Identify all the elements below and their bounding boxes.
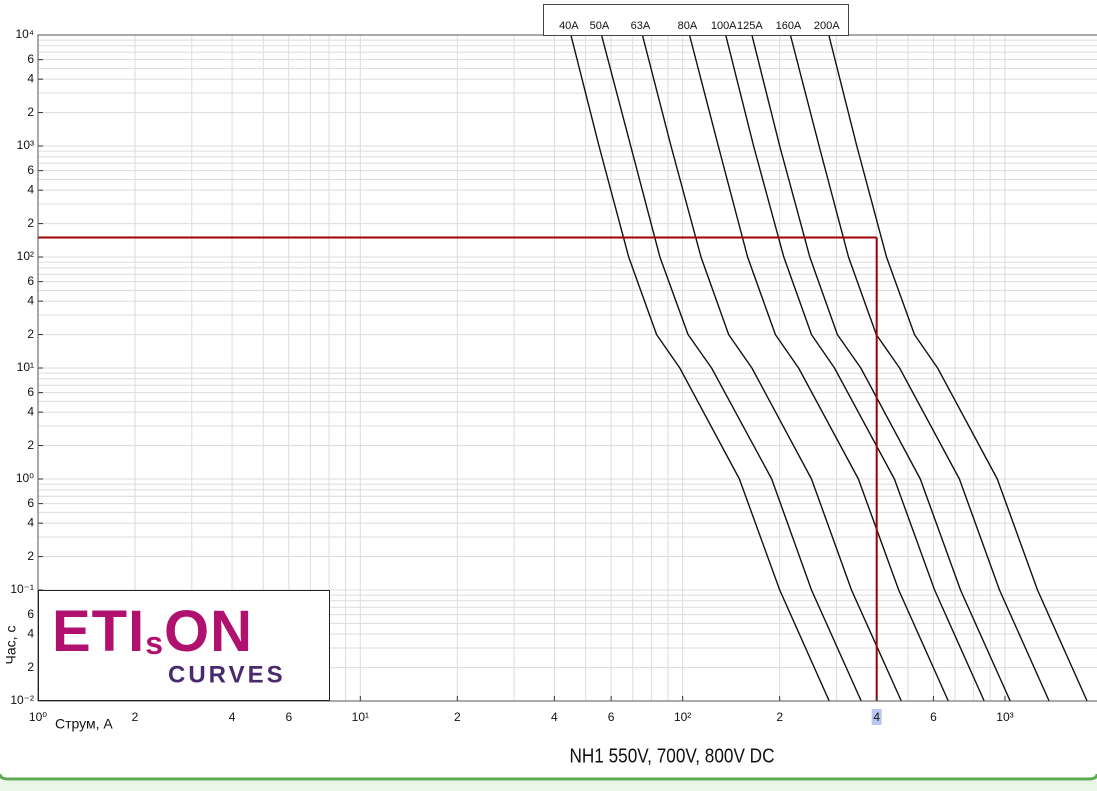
x-tick-label: 4 xyxy=(873,710,880,724)
x-tick-label: 6 xyxy=(930,710,937,724)
y-tick-label: 4 xyxy=(27,182,34,196)
x-tick-label: 10² xyxy=(674,710,691,724)
x-tick-label: 2 xyxy=(776,710,783,724)
y-tick-label: 4 xyxy=(27,404,34,418)
legend-label: 100A xyxy=(711,20,737,32)
fuse-curve xyxy=(828,34,1088,702)
y-tick-label: 2 xyxy=(27,105,34,119)
legend-label: 125A xyxy=(737,20,763,32)
y-tick-label: 10⁴ xyxy=(15,27,34,41)
footer-line xyxy=(0,773,1097,781)
y-tick-label: 6 xyxy=(27,496,34,510)
logo-subtitle: CURVES xyxy=(168,661,286,688)
y-tick-label: 4 xyxy=(27,293,34,307)
y-tick-label: 10³ xyxy=(17,138,34,152)
fuse-curve xyxy=(570,34,830,702)
fuse-curve xyxy=(688,34,949,702)
x-tick-label: 2 xyxy=(454,710,461,724)
logo-part: ON xyxy=(164,599,253,664)
legend-label: 40A xyxy=(559,20,579,32)
y-tick-label: 4 xyxy=(27,515,34,529)
legend-label: 160A xyxy=(776,20,802,32)
x-tick-label: 10³ xyxy=(996,710,1013,724)
logo-brand: ETIsON xyxy=(52,599,253,664)
y-tick-label: 4 xyxy=(27,71,34,85)
y-tick-label: 2 xyxy=(27,327,34,341)
y-tick-label: 4 xyxy=(27,626,34,640)
y-tick-label: 6 xyxy=(27,274,34,288)
logo-part: s xyxy=(145,625,164,661)
y-tick-label: 2 xyxy=(27,438,34,452)
legend-label: 80A xyxy=(678,20,698,32)
legend-box xyxy=(543,4,849,36)
fuse-curve xyxy=(600,34,862,702)
y-tick-label: 2 xyxy=(27,660,34,674)
fuse-curve xyxy=(751,34,1011,702)
y-tick-label: 10² xyxy=(17,249,34,263)
x-tick-label: 10⁰ xyxy=(29,710,47,724)
x-tick-label: 6 xyxy=(285,710,292,724)
fuse-curve xyxy=(641,34,902,702)
curves xyxy=(38,34,1088,702)
selection-highlight xyxy=(871,709,882,725)
fuse-curve xyxy=(725,34,985,702)
y-tick-label: 6 xyxy=(27,52,34,66)
y-tick-label: 2 xyxy=(27,216,34,230)
x-tick-label: 2 xyxy=(132,710,139,724)
y-tick-label: 6 xyxy=(27,607,34,621)
x-axis-label: Струм, А xyxy=(55,716,113,732)
y-tick-label: 6 xyxy=(27,163,34,177)
y-tick-label: 10⁻¹ xyxy=(10,582,34,596)
fuse-curve xyxy=(789,34,1050,702)
x-tick-label: 10¹ xyxy=(352,710,369,724)
y-tick-label: 10⁰ xyxy=(16,471,34,485)
legend: 40A 50A 63A 80A 100A 125A 160A 200A xyxy=(559,20,840,32)
y-axis-label: Час, с xyxy=(3,626,19,665)
legend-label: 63A xyxy=(631,20,651,32)
logo-part: ETI xyxy=(52,599,145,664)
footer-band xyxy=(0,781,1097,791)
y-tick-label: 10⁻² xyxy=(10,693,34,707)
x-tick-label: 4 xyxy=(551,710,558,724)
chart-title: NH1 550V, 700V, 800V DC xyxy=(570,745,775,767)
y-tick-label: 2 xyxy=(27,549,34,563)
legend-label: 200A xyxy=(814,20,840,32)
x-tick-label: 6 xyxy=(608,710,615,724)
y-tick-label: 10¹ xyxy=(17,360,34,374)
x-tick-label: 4 xyxy=(229,710,236,724)
y-tick-label: 6 xyxy=(27,385,34,399)
logo-box xyxy=(38,590,330,701)
legend-label: 50A xyxy=(590,20,610,32)
